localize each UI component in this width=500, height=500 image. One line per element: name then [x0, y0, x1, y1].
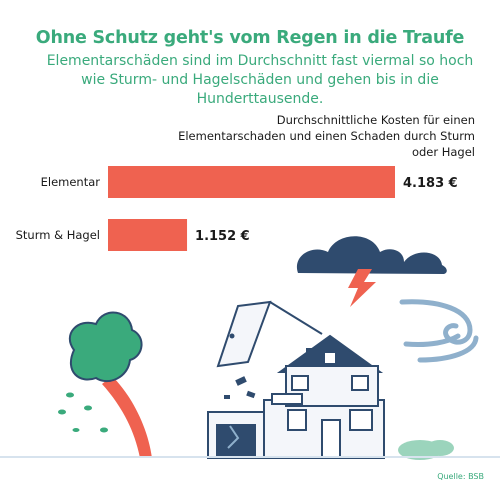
flying-roof-debris-icon [216, 300, 323, 368]
tree-icon [68, 311, 152, 458]
chart-subtitle: Elementarschäden sind im Durchschnitt fa… [46, 53, 474, 107]
falling-leaves-icon [58, 392, 108, 433]
chart-title: Ohne Schutz geht's vom Regen in die Trau… [35, 28, 465, 48]
bush-icon [398, 440, 454, 460]
chart-caption: Durchschnittliche Kosten für einen Eleme… [178, 113, 475, 159]
lightning-bolt-icon [348, 269, 376, 307]
source-note: Quelle: BSB [437, 472, 484, 481]
category-label: Sturm & Hagel [16, 228, 100, 242]
value-label: 4.183 € [403, 176, 458, 191]
bar [108, 166, 395, 198]
ground-line [0, 456, 500, 458]
category-label: Elementar [41, 175, 101, 189]
bar [108, 219, 188, 251]
wind-swirl-icon [399, 299, 479, 363]
house-icon [207, 334, 385, 459]
value-label: 1.152 € [195, 229, 250, 244]
storm-cloud-icon [296, 236, 447, 274]
debris-icon [224, 376, 256, 399]
chimney-icon [306, 348, 314, 362]
